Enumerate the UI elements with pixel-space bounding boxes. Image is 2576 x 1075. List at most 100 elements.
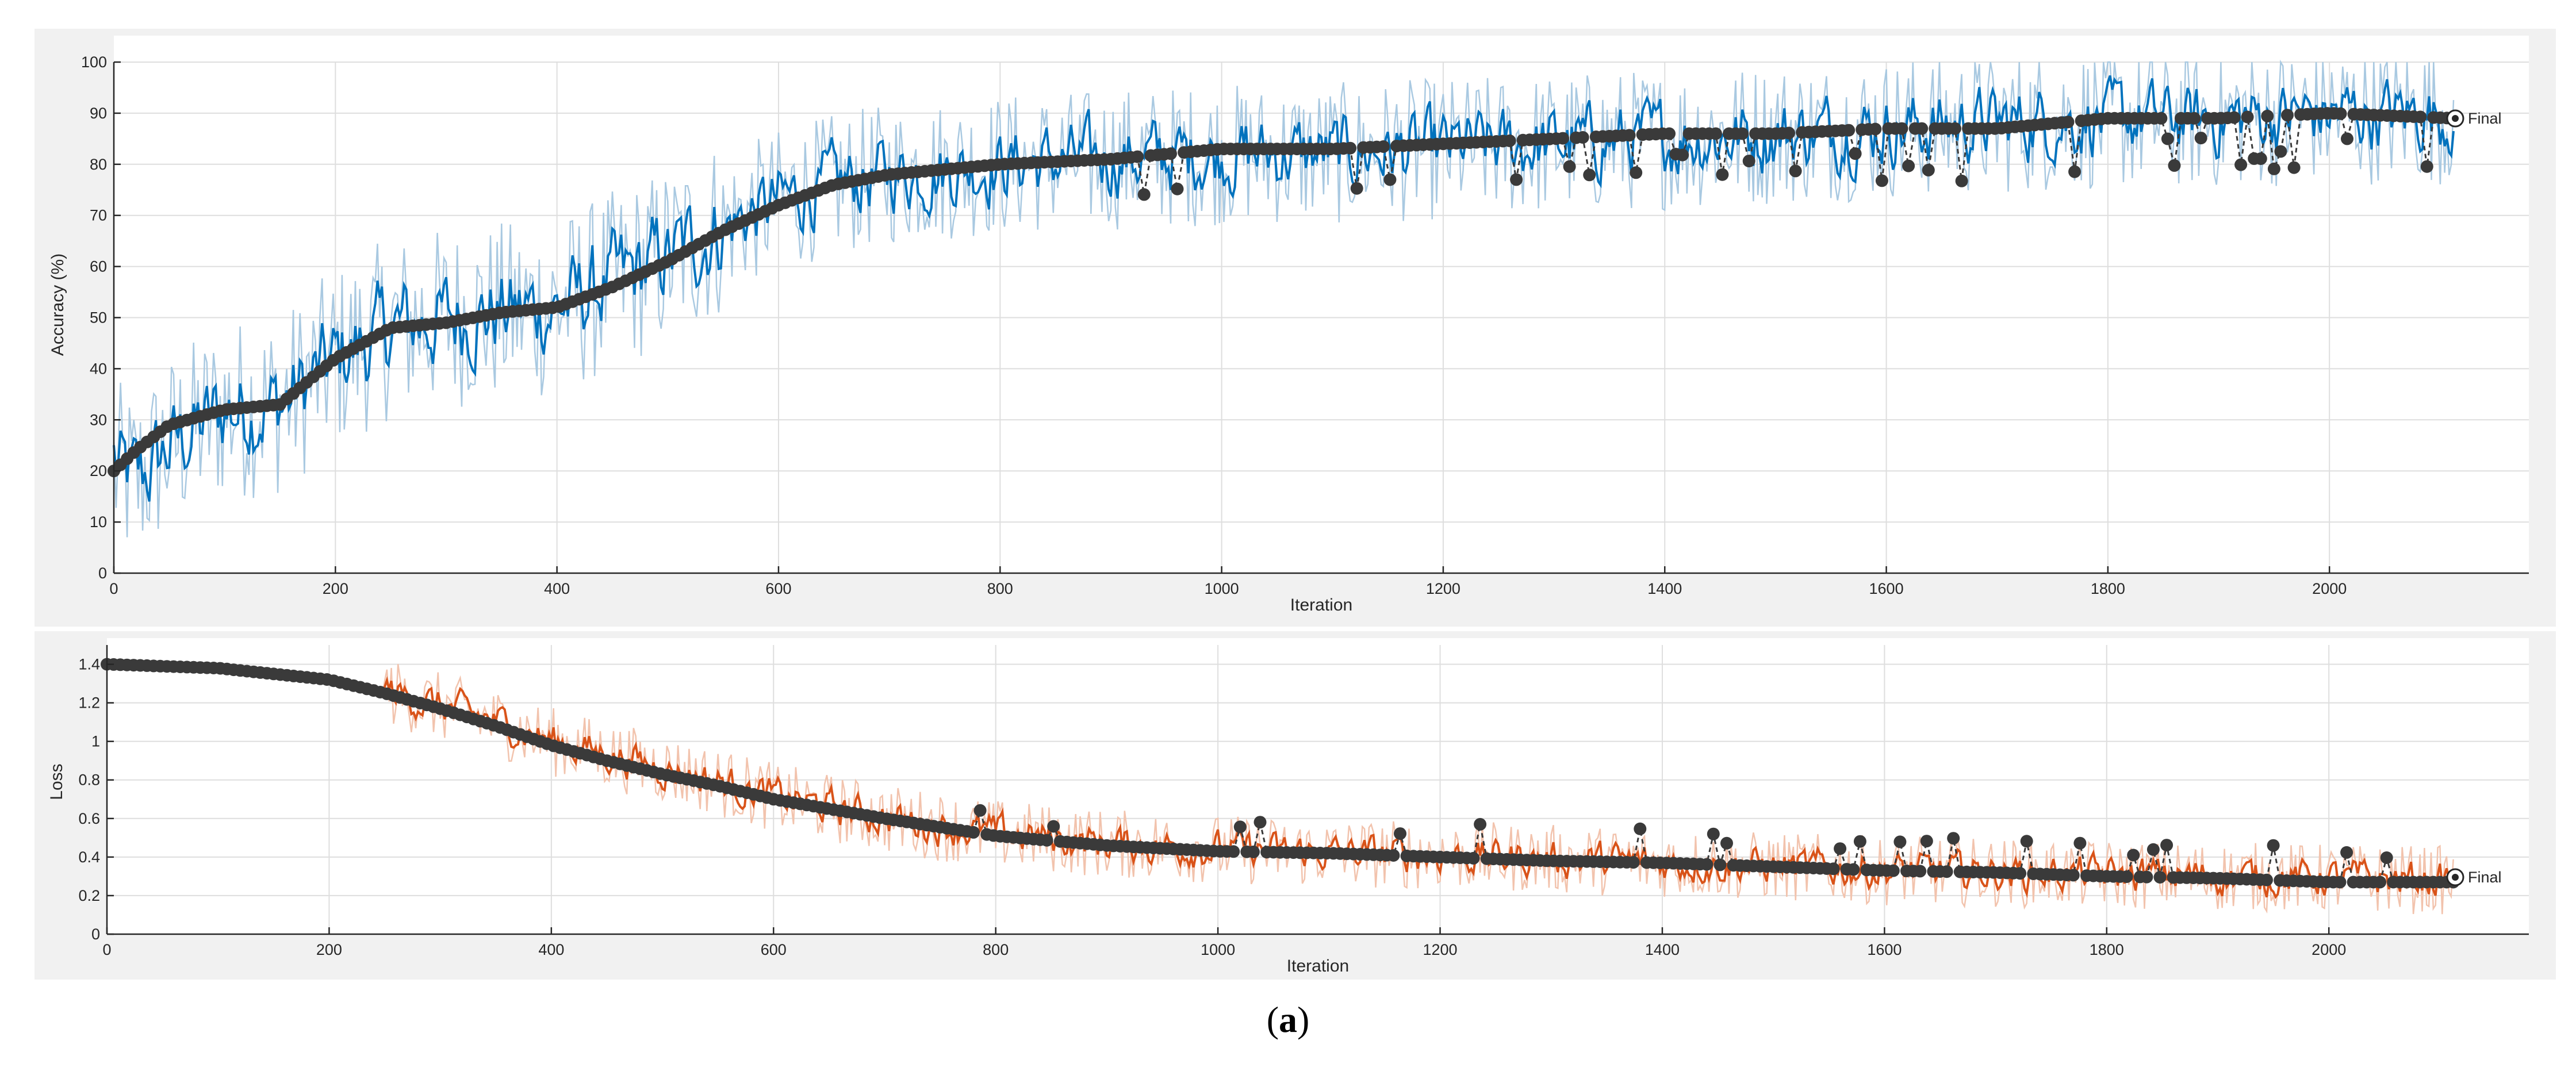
loss-validation-point bbox=[1940, 865, 1953, 878]
loss-raw-series bbox=[106, 659, 2454, 915]
caption-letter: a bbox=[1279, 999, 1297, 1040]
loss-validation-point bbox=[1893, 835, 1907, 849]
y-tick-label: 0.4 bbox=[78, 849, 100, 866]
loss-validation-point bbox=[973, 804, 987, 817]
accuracy-validation-point bbox=[2420, 160, 2433, 173]
accuracy-validation-point bbox=[2287, 161, 2301, 174]
loss-validation-point bbox=[1394, 827, 1406, 840]
accuracy-validation-point bbox=[1922, 163, 1935, 176]
loss-validation-point bbox=[1254, 816, 1267, 829]
accuracy-validation-point bbox=[2155, 112, 2168, 125]
accuracy-validation-point bbox=[1736, 127, 1749, 140]
loss-validation-point bbox=[1720, 836, 1733, 850]
accuracy-validation-point bbox=[2261, 109, 2274, 122]
accuracy-validation-point bbox=[1131, 150, 1144, 163]
accuracy-validation-point bbox=[1895, 122, 1908, 135]
accuracy-x-axis-label: Iteration bbox=[1290, 596, 1352, 615]
accuracy-validation-point bbox=[2161, 132, 2174, 145]
accuracy-final-label: Final bbox=[2468, 110, 2502, 127]
loss-validation-point bbox=[1634, 822, 1647, 835]
x-tick-label: 1000 bbox=[1205, 580, 1239, 597]
accuracy-validation-point bbox=[2241, 110, 2254, 124]
accuracy-validation-point bbox=[1164, 147, 1177, 160]
accuracy-final-marker: Final bbox=[2446, 109, 2502, 128]
accuracy-validation-point bbox=[1742, 155, 1755, 168]
loss-validation-point bbox=[1847, 863, 1860, 876]
accuracy-y-axis-label: Accuracy (%) bbox=[48, 254, 67, 356]
y-tick-label: 70 bbox=[90, 207, 107, 224]
accuracy-validation-point bbox=[1630, 166, 1643, 179]
x-tick-label: 400 bbox=[544, 580, 570, 597]
loss-validation-point bbox=[1040, 834, 1053, 847]
accuracy-raw-line bbox=[113, 59, 2455, 538]
accuracy-validation-point bbox=[1623, 129, 1636, 142]
loss-smoothed-series bbox=[106, 661, 2455, 899]
accuracy-validation-point bbox=[1503, 134, 1516, 147]
accuracy-validation-point bbox=[2194, 132, 2207, 145]
loss-validation-point bbox=[2267, 839, 2280, 852]
x-tick-label: 1400 bbox=[1645, 941, 1680, 958]
loss-smoothed-line bbox=[106, 661, 2455, 899]
accuracy-validation-point bbox=[1875, 174, 1888, 187]
loss-axes bbox=[106, 645, 2529, 935]
loss-validation-point bbox=[1467, 851, 1480, 865]
accuracy-validation-point bbox=[1709, 127, 1722, 140]
accuracy-validation-point bbox=[1344, 141, 1357, 155]
loss-validation-point bbox=[1920, 835, 1933, 848]
x-tick-label: 1200 bbox=[1423, 941, 1457, 958]
accuracy-validation-point bbox=[1789, 164, 1802, 178]
loss-validation-point bbox=[2340, 846, 2353, 859]
caption-close-paren: ) bbox=[1297, 999, 1309, 1040]
accuracy-validation-point bbox=[1716, 168, 1729, 181]
x-tick-label: 1400 bbox=[1647, 580, 1682, 597]
loss-validation-point bbox=[1827, 862, 1840, 876]
accuracy-validation-series bbox=[108, 107, 2460, 478]
accuracy-validation-point bbox=[2274, 145, 2287, 158]
y-tick-label: 50 bbox=[90, 309, 107, 327]
accuracy-validation-point bbox=[2254, 152, 2267, 165]
loss-validation-point bbox=[2380, 851, 2393, 864]
accuracy-validation-point bbox=[1949, 122, 1961, 135]
loss-validation-point bbox=[2140, 870, 2153, 884]
loss-validation-point bbox=[1700, 858, 1713, 871]
y-tick-label: 90 bbox=[90, 105, 107, 122]
y-tick-label: 1.4 bbox=[78, 656, 100, 673]
loss-validation-point bbox=[1627, 856, 1640, 869]
loss-validation-point bbox=[1834, 842, 1847, 855]
loss-validation-point bbox=[2067, 869, 2080, 882]
y-tick-label: 20 bbox=[90, 462, 107, 479]
x-tick-label: 2000 bbox=[2312, 580, 2347, 597]
accuracy-validation-point bbox=[1842, 124, 1856, 137]
accuracy-validation-point bbox=[1955, 174, 1968, 187]
svg-text:(a): (a) bbox=[1267, 999, 1310, 1040]
accuracy-validation-point bbox=[1902, 159, 1915, 172]
x-tick-label: 600 bbox=[761, 941, 787, 958]
accuracy-raw-series bbox=[113, 59, 2455, 538]
loss-raw-line bbox=[106, 659, 2454, 915]
loss-validation-point bbox=[1227, 845, 1240, 858]
x-tick-label: 800 bbox=[983, 941, 1009, 958]
loss-validation-point bbox=[2160, 839, 2174, 852]
accuracy-validation-point bbox=[1510, 173, 1523, 186]
accuracy-validation-point bbox=[1137, 188, 1151, 201]
accuracy-validation-point bbox=[2281, 109, 2294, 122]
y-tick-label: 40 bbox=[90, 360, 107, 377]
x-tick-label: 1200 bbox=[1426, 580, 1460, 597]
x-tick-label: 1600 bbox=[1869, 580, 1904, 597]
loss-validation-point bbox=[2153, 871, 2167, 884]
loss-validation-point bbox=[2374, 876, 2387, 889]
x-tick-label: 800 bbox=[987, 580, 1013, 597]
y-tick-label: 30 bbox=[90, 411, 107, 428]
loss-validation-point bbox=[2146, 843, 2160, 856]
x-tick-label: 1800 bbox=[2091, 580, 2125, 597]
accuracy-validation-point bbox=[1171, 182, 1184, 195]
y-tick-label: 0 bbox=[91, 926, 100, 943]
loss-validation-point bbox=[1247, 845, 1260, 858]
x-tick-label: 600 bbox=[765, 580, 791, 597]
y-tick-label: 0.8 bbox=[78, 771, 100, 789]
accuracy-axes bbox=[113, 61, 2529, 574]
y-tick-label: 80 bbox=[90, 156, 107, 173]
loss-validation-point bbox=[1853, 835, 1866, 848]
y-tick-label: 0.6 bbox=[78, 810, 100, 827]
loss-validation-point bbox=[2333, 876, 2347, 889]
